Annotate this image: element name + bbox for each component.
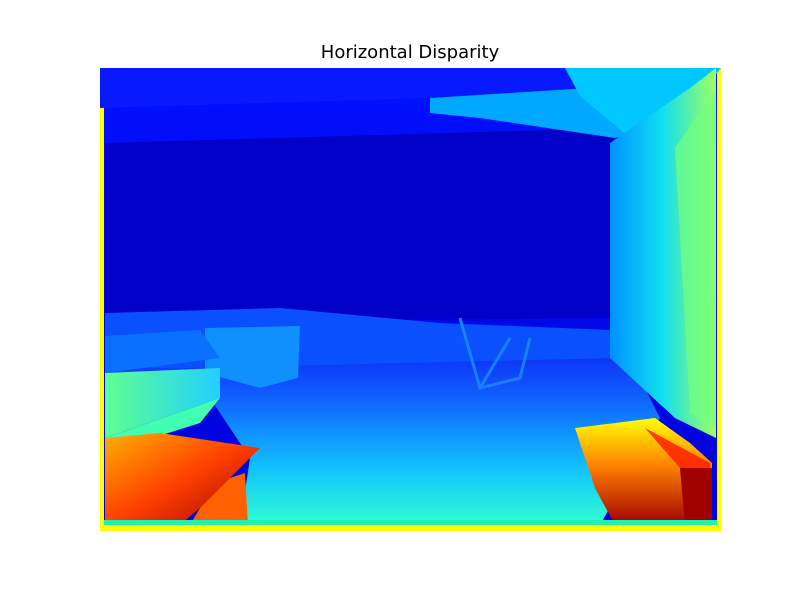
chair (458, 317, 532, 390)
left-bench (105, 368, 220, 438)
figure-title: Horizontal Disparity (320, 42, 500, 63)
shelf (205, 326, 300, 388)
ceiling-right (565, 68, 721, 138)
ceiling (100, 68, 600, 108)
back-wall (105, 128, 620, 323)
disparity-image (100, 68, 721, 531)
left-table (105, 433, 260, 525)
disparity-map-svg (100, 68, 721, 531)
right-table (575, 418, 712, 525)
cabinet (105, 330, 220, 373)
